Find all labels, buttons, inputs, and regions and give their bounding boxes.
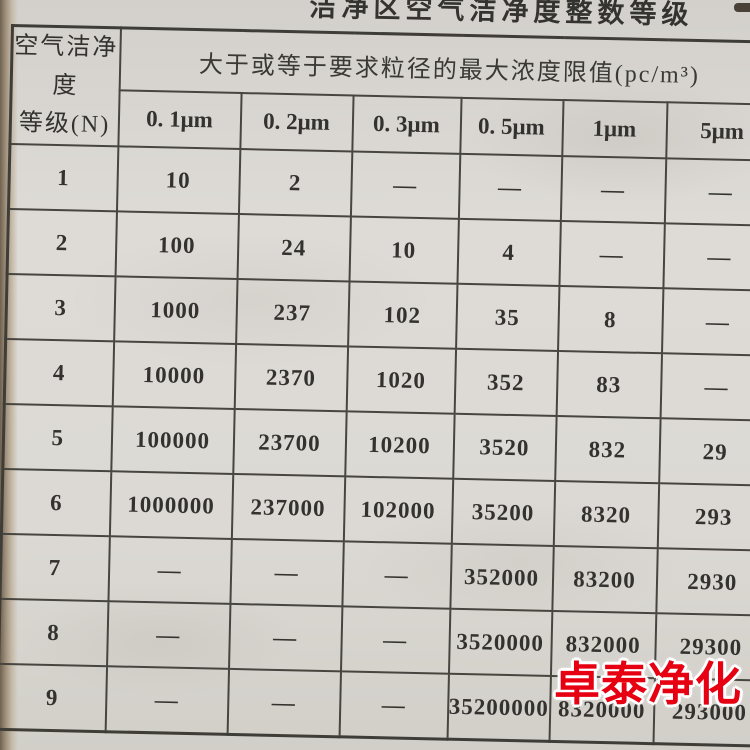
value-cell: 4 <box>456 218 561 287</box>
value-cell: — <box>339 671 449 740</box>
value-cell: — <box>340 606 450 674</box>
col-header-5um: 5μm <box>665 102 750 161</box>
value-cell: — <box>458 153 562 222</box>
page-corner-mark <box>734 3 750 12</box>
value-cell: 1000 <box>113 276 238 344</box>
value-cell: 35200 <box>451 478 555 546</box>
value-cell: — <box>107 536 232 604</box>
book-page-edge <box>0 0 18 750</box>
value-cell: — <box>661 288 750 356</box>
row-header-line2: 等级(N) <box>18 110 111 139</box>
value-cell: 24 <box>237 213 351 282</box>
value-cell: 3520000 <box>448 608 552 676</box>
grade-cell: 2 <box>7 208 117 277</box>
value-cell: 10200 <box>344 411 455 479</box>
value-cell: 1020 <box>346 346 456 414</box>
value-cell: 35200000 <box>447 673 551 742</box>
grade-cell: 4 <box>4 338 114 407</box>
value-cell: 102 <box>347 281 457 349</box>
value-cell: 237000 <box>231 473 345 542</box>
grade-cell: 9 <box>0 663 107 732</box>
value-cell: 29 <box>658 418 750 486</box>
grade-cell: 3 <box>5 273 116 342</box>
cleanliness-class-table: 空气洁净度 等级(N) 大于或等于要求粒径的最大浓度限值(pc/m³) 0. 1… <box>0 23 750 748</box>
value-cell: 293 <box>657 483 750 551</box>
value-cell: 10000 <box>112 341 236 409</box>
value-cell: — <box>105 666 229 735</box>
row-header-cell: 空气洁净度 等级(N) <box>9 25 121 147</box>
value-cell: 2930 <box>655 548 750 616</box>
value-cell: 83 <box>556 350 662 419</box>
value-cell: — <box>558 221 665 289</box>
value-cell: — <box>350 151 460 219</box>
value-cell: 8 <box>557 286 663 354</box>
value-cell: — <box>229 538 344 607</box>
value-cell: 100000 <box>110 406 235 474</box>
col-header-0.5um: 0. 5μm <box>459 97 564 157</box>
col-header-0.2um: 0. 2μm <box>239 93 354 152</box>
value-cell: 1000000 <box>109 471 233 539</box>
value-cell: 832 <box>554 415 661 484</box>
col-header-0.1um: 0. 1μm <box>117 90 242 150</box>
value-cell: — <box>660 353 750 421</box>
grade-cell: 6 <box>1 468 111 537</box>
value-cell: — <box>228 603 342 672</box>
value-cell: 352000 <box>449 543 554 611</box>
value-cell: 10 <box>116 146 240 214</box>
value-cell: 102000 <box>343 476 453 544</box>
col-header-0.3um: 0. 3μm <box>351 95 462 154</box>
grade-cell: 7 <box>0 533 110 602</box>
row-header-line1: 空气洁净度 <box>14 33 119 100</box>
value-cell: 3520 <box>452 413 557 481</box>
value-cell: 2370 <box>234 343 348 412</box>
value-cell: 237 <box>235 278 350 347</box>
grade-cell: 8 <box>0 598 108 667</box>
value-cell: 83200 <box>551 545 658 614</box>
value-cell: — <box>341 541 452 609</box>
red-watermark: 卓泰净化 <box>554 658 742 710</box>
value-cell: — <box>106 601 230 669</box>
value-cell: 23700 <box>232 408 347 477</box>
grade-cell: 1 <box>8 143 118 212</box>
value-cell: 35 <box>455 283 559 351</box>
value-cell: — <box>662 223 750 291</box>
grade-cell: 5 <box>2 403 113 472</box>
value-cell: 100 <box>115 211 239 279</box>
value-cell: — <box>227 668 341 737</box>
value-cell: 352 <box>454 348 558 416</box>
value-cell: 10 <box>349 216 459 284</box>
value-cell: 2 <box>238 149 352 217</box>
value-cell: 8320 <box>553 480 659 549</box>
value-cell: — <box>664 158 750 226</box>
value-cell: — <box>560 156 666 224</box>
col-header-1um: 1μm <box>561 100 667 159</box>
